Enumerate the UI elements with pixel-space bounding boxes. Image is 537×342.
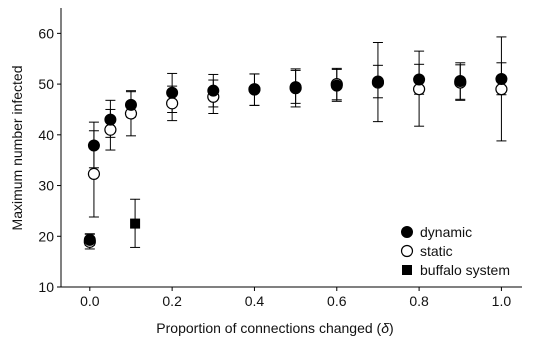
static-point [104, 123, 117, 136]
legend-label-buffalo-system: buffalo system [420, 262, 510, 278]
x-tick-label: 0.6 [327, 293, 347, 309]
dynamic-point [124, 98, 137, 111]
legend-label-static: static [420, 243, 453, 259]
legend-marker-dynamic [401, 226, 413, 238]
y-tick-label: 40 [38, 127, 54, 143]
static-point [166, 97, 179, 110]
x-tick-label: 0.4 [245, 293, 265, 309]
y-axis-label: Maximum number infected [9, 66, 25, 231]
dynamic-point [104, 113, 117, 126]
data-markers [83, 73, 508, 248]
y-tick-label: 50 [38, 76, 54, 92]
y-tick-label: 20 [38, 228, 54, 244]
dynamic-point [83, 233, 96, 246]
dynamic-point [248, 83, 261, 96]
dynamic-point [371, 75, 384, 88]
y-tick-label: 10 [38, 279, 54, 295]
legend-marker-static [400, 244, 414, 258]
x-axis-label: Proportion of connections changed (δ) [156, 320, 393, 336]
legend: dynamic static buffalo system [400, 224, 510, 278]
dynamic-point [330, 79, 343, 92]
buffalo-system-point [130, 218, 141, 229]
dynamic-point [87, 139, 100, 152]
y-tick-label: 60 [38, 25, 54, 41]
dynamic-point [207, 84, 220, 97]
x-axis-label-close: ) [389, 320, 394, 336]
dynamic-point [495, 73, 508, 86]
dynamic-point [454, 75, 467, 88]
x-tick-label: 1.0 [492, 293, 512, 309]
dynamic-point [289, 81, 302, 94]
static-point [495, 83, 508, 96]
x-axis-label-symbol: δ [381, 320, 389, 336]
legend-marker-buffalo-system [402, 265, 412, 275]
dynamic-point [166, 86, 179, 99]
dynamic-point [413, 73, 426, 86]
y-tick-label: 30 [38, 178, 54, 194]
x-axis-label-text: Proportion of connections changed ( [156, 320, 381, 336]
error-bars [84, 36, 507, 250]
static-point [87, 167, 101, 180]
legend-label-dynamic: dynamic [420, 224, 472, 240]
x-tick-label: 0.2 [162, 293, 182, 309]
x-tick-label: 0.8 [409, 293, 429, 309]
axes: 10 20 30 40 50 60 0.0 0.2 0.4 0.6 0.8 1.0 [38, 8, 522, 309]
x-tick-label: 0.0 [80, 293, 100, 309]
